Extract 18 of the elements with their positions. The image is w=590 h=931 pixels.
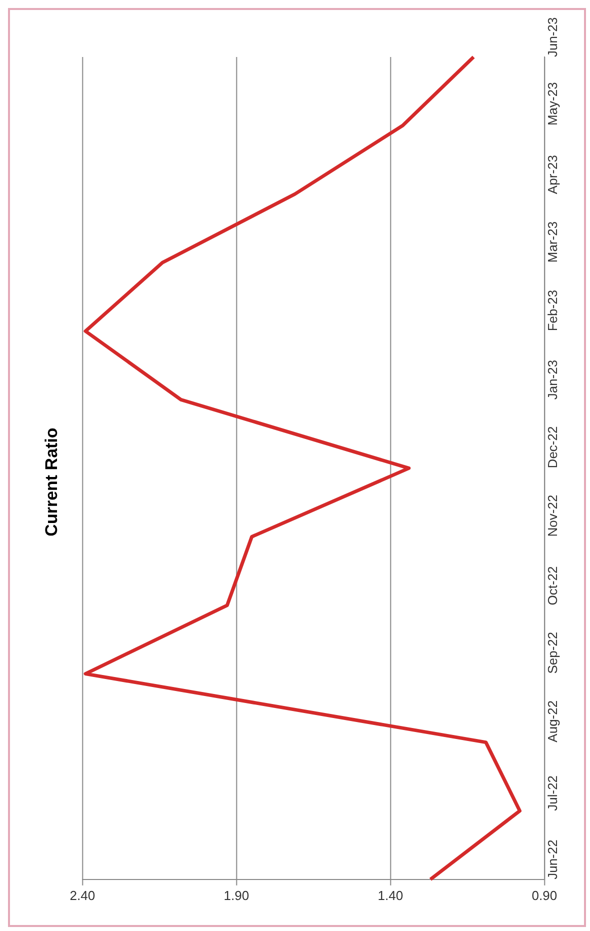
y-tick-label: Oct-22	[544, 566, 560, 606]
y-tick-label: Dec-22	[544, 426, 560, 468]
y-tick-label: Jun-22	[544, 840, 560, 880]
y-tick-label: Feb-23	[544, 290, 560, 332]
y-tick-label: Mar-23	[544, 221, 560, 263]
y-tick-label: Sep-22	[544, 632, 560, 674]
x-tick-label: 0.90	[532, 888, 558, 903]
y-tick-label: Jul-22	[544, 775, 560, 811]
text: Current Ratio	[42, 428, 61, 536]
x-tick-label: 1.90	[224, 888, 250, 903]
y-tick-label: Jun-23	[544, 17, 560, 57]
x-tick-label: 1.40	[378, 888, 404, 903]
y-tick-label: Jan-23	[544, 360, 560, 400]
y-tick-label: Nov-22	[544, 494, 560, 537]
y-tick-label: May-23	[544, 82, 560, 126]
y-tick-label: Aug-22	[544, 700, 560, 742]
y-tick-label: Apr-23	[544, 155, 560, 194]
x-tick-label: 2.40	[70, 888, 96, 903]
